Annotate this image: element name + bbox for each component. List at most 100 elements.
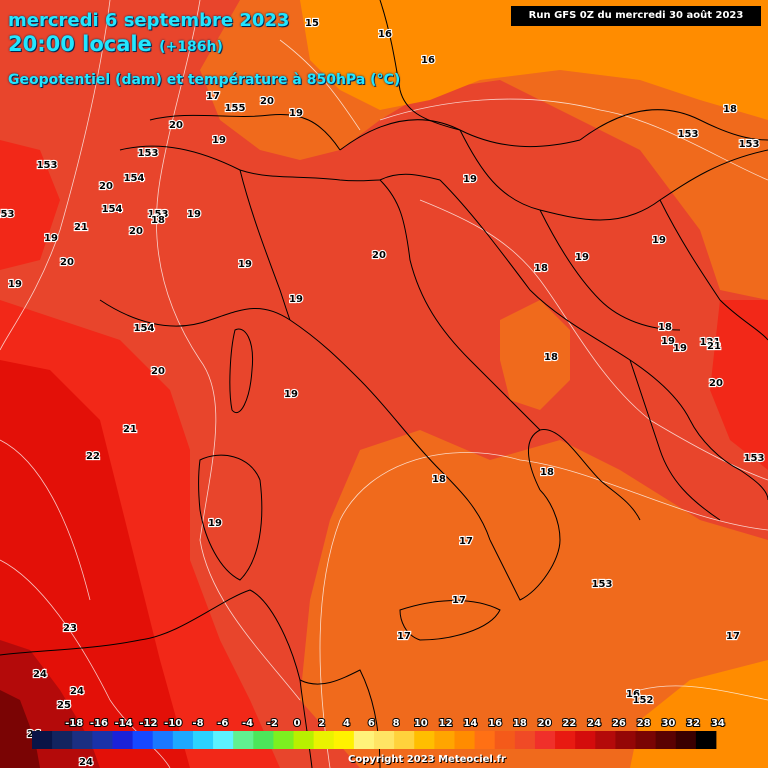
- legend-swatch: [575, 731, 596, 749]
- legend-tick: 20: [538, 718, 552, 729]
- legend-swatch: [333, 731, 355, 749]
- legend-swatch: [595, 731, 616, 749]
- legend-swatch: [474, 731, 496, 749]
- legend-tick: 8: [393, 718, 400, 729]
- legend-swatch: [494, 731, 516, 749]
- border-north: [379, 0, 461, 131]
- coast-france-south: [99, 299, 291, 327]
- contour-label: 21: [123, 424, 137, 435]
- contour-label: 17: [452, 595, 466, 606]
- legend-tick: 14: [463, 718, 477, 729]
- contour-label: 20: [169, 120, 183, 131]
- coast-italy-west: [289, 319, 491, 541]
- forecast-time-value: 20:00 locale: [8, 32, 152, 56]
- contour-label: 154: [134, 323, 155, 334]
- coast-adriatic-north: [379, 173, 441, 181]
- contour-label: 19: [463, 174, 477, 185]
- legend-tick: -18: [65, 718, 83, 729]
- legend-tick: 32: [686, 718, 700, 729]
- border-balkans-2: [539, 209, 681, 331]
- contour-label: 20: [99, 181, 113, 192]
- contour-label: 153: [739, 139, 760, 150]
- contour-label: 18: [658, 322, 672, 333]
- contour-label: 20: [151, 366, 165, 377]
- legend-tick: 6: [368, 718, 375, 729]
- legend-tick: 18: [513, 718, 527, 729]
- legend-tick: 12: [439, 718, 453, 729]
- contour-label: 24: [33, 669, 47, 680]
- contour-label: 19: [44, 233, 58, 244]
- legend-tick: 4: [343, 718, 350, 729]
- zone-north-hot: [300, 0, 768, 120]
- contour-label: 154: [102, 204, 123, 215]
- contour-label: 18: [540, 467, 554, 478]
- contour-label: 22: [86, 451, 100, 462]
- zone-balkan-east: [710, 300, 768, 470]
- contour-label: 152: [633, 695, 654, 706]
- coast-balkans: [439, 179, 691, 421]
- contour-label: 153: [678, 129, 699, 140]
- contour-label: 16: [626, 689, 640, 700]
- zone-southeast-warm: [300, 430, 768, 768]
- legend-swatch: [52, 731, 73, 749]
- legend-swatch: [414, 731, 435, 749]
- contour-label: 19: [208, 518, 222, 529]
- legend-swatch: [514, 731, 536, 749]
- contour-label: 17: [397, 631, 411, 642]
- border-balkans-1: [459, 129, 768, 221]
- legend-swatch: [655, 731, 677, 749]
- legend-swatch: [132, 731, 154, 749]
- contour-label: 19: [289, 108, 303, 119]
- contour-label: 153: [37, 160, 58, 171]
- run-info: Run GFS 0Z du mercredi 30 août 2023: [511, 6, 761, 26]
- coast-greece: [689, 419, 768, 501]
- contour-label: 18: [723, 104, 737, 115]
- contour-label: 25: [57, 700, 71, 711]
- border-alps: [119, 145, 381, 182]
- legend-tick: 24: [587, 718, 601, 729]
- legend-swatch: [615, 731, 636, 749]
- border-france-italy: [239, 169, 291, 321]
- legend-tick: -12: [139, 718, 157, 729]
- contour-label: 20: [60, 257, 74, 268]
- legend-swatch: [394, 731, 415, 749]
- contour-label: 19: [187, 209, 201, 220]
- contour-label: 17: [459, 536, 473, 547]
- legend-tick: 2: [318, 718, 325, 729]
- legend-tick: 34: [711, 718, 725, 729]
- contour-label: 19: [289, 294, 303, 305]
- contour-label: 153: [138, 148, 159, 159]
- forecast-date: mercredi 6 septembre 2023: [8, 10, 290, 31]
- coast-sicily: [399, 600, 501, 641]
- legend-tick: 10: [414, 718, 428, 729]
- legend-tick: -14: [115, 718, 133, 729]
- legend-swatch: [233, 731, 254, 749]
- contour-label: 18: [534, 263, 548, 274]
- legend-swatch: [192, 731, 214, 749]
- forecast-lead-time: (+186h): [159, 39, 223, 55]
- contour-label: 18: [151, 215, 165, 226]
- legend-swatch: [695, 731, 717, 749]
- contour-label: 21: [707, 341, 721, 352]
- coast-italy-east: [379, 179, 541, 431]
- contour-label: 17: [726, 631, 740, 642]
- legend-tick: -6: [217, 718, 228, 729]
- legend-swatch: [32, 731, 53, 749]
- legend-swatch: [434, 731, 455, 749]
- contour-label: 16: [378, 29, 392, 40]
- legend-tick: -10: [164, 718, 182, 729]
- contour-label: 19: [8, 279, 22, 290]
- legend-tick: 28: [637, 718, 651, 729]
- legend-tick: -4: [242, 718, 253, 729]
- contour-label: 154: [124, 173, 145, 184]
- legend-tick: -8: [192, 718, 203, 729]
- copyright: Copyright 2023 Meteociel.fr: [348, 754, 506, 765]
- contour-label: 21: [74, 222, 88, 233]
- contour-label: 19: [652, 235, 666, 246]
- legend-swatch: [313, 731, 335, 749]
- contour-label: 121: [700, 337, 721, 348]
- legend-tick: 30: [661, 718, 675, 729]
- legend-tick: 16: [488, 718, 502, 729]
- legend-swatch: [112, 731, 133, 749]
